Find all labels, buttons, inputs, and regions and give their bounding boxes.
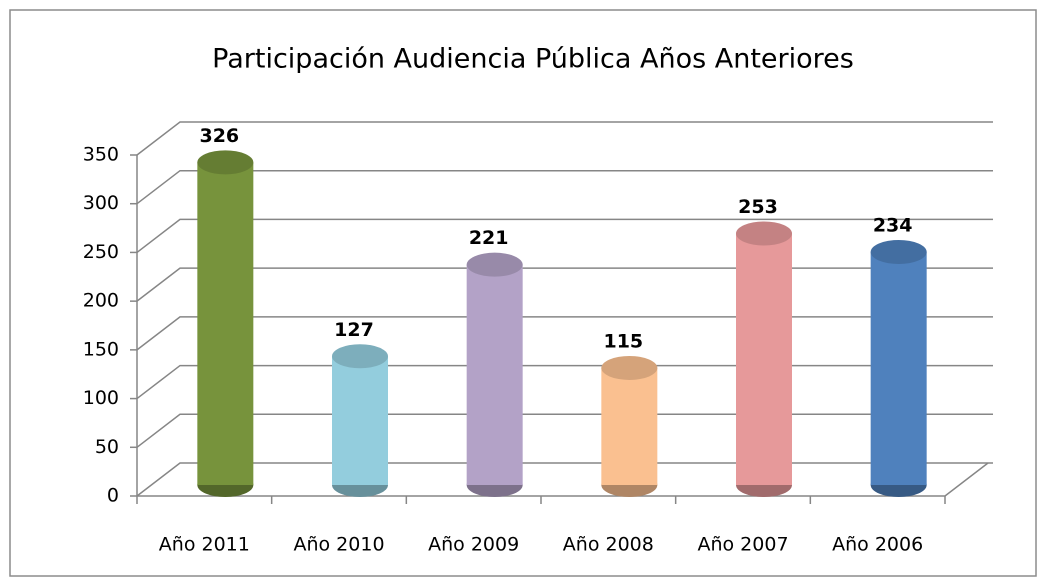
grid-line [136,316,993,351]
chart-border [9,9,1037,577]
grid-line [136,267,993,302]
y-tick-label: 300 [83,192,119,214]
bar [601,367,658,485]
bar-top [332,344,388,369]
y-tick-label: 0 [107,485,119,507]
y-tick-label: 350 [83,144,119,166]
x-tick-label: Año 2011 [159,534,250,556]
x-tick-label: Año 2008 [563,534,654,556]
bar [466,264,523,485]
data-label: 234 [873,215,913,237]
bar [870,252,927,485]
data-label: 127 [334,319,374,341]
y-tick-label: 200 [83,290,119,312]
bar-top [197,150,254,175]
bar-top [870,240,927,265]
bar-top [601,355,658,380]
data-label: 221 [469,227,509,249]
grid-line [136,413,993,448]
chart-title: Participación Audiencia Pública Años Ant… [212,44,854,75]
bar [197,162,254,485]
data-label: 115 [603,330,643,352]
y-tick-label: 100 [83,387,119,409]
grid-line [136,462,993,497]
x-tick-label: Año 2006 [832,534,923,556]
y-tick-label: 50 [95,436,119,458]
bar [332,356,388,485]
bar-top [736,221,792,246]
x-tick-label: Año 2010 [293,534,384,556]
x-tick-label: Año 2007 [697,534,788,556]
data-label: 326 [199,125,239,147]
grid-line [136,121,993,156]
bar-top [466,252,523,277]
grid-line [136,218,993,254]
x-tick-label: Año 2009 [428,534,519,556]
grid-line [136,364,993,400]
bar [736,233,792,485]
grid-line [136,169,993,205]
y-tick-label: 150 [83,338,119,360]
data-label: 253 [738,196,778,218]
y-tick-label: 250 [83,241,119,263]
